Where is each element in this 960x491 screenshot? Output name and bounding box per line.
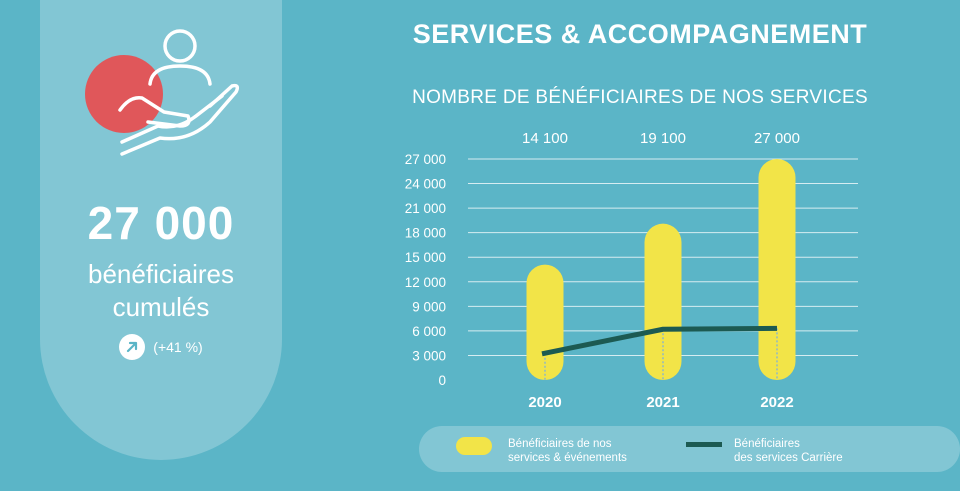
kpi-panel [40, 0, 282, 460]
legend-line-swatch [686, 442, 722, 447]
y-tick-label: 27 000 [405, 152, 446, 167]
kpi-value: 27 000 [87, 197, 235, 249]
section-title: SERVICES & ACCOMPAGNEMENT [412, 19, 868, 49]
y-tick-label: 6 000 [412, 324, 446, 339]
y-tick-label: 24 000 [405, 177, 446, 192]
x-tick-label: 2021 [646, 394, 679, 411]
legend-bar-label: Bénéficiaires de nos services & événemen… [508, 438, 627, 464]
bar [644, 223, 682, 380]
trend-up-arrow-icon [119, 334, 146, 360]
growth-text: (+41 %) [153, 339, 203, 355]
bar-value-label: 14 100 [522, 130, 568, 147]
legend-bar-swatch [456, 437, 492, 455]
legend-line-label: Bénéficiaires des services Carrière [734, 438, 843, 464]
x-tick-label: 2022 [760, 394, 793, 411]
y-tick-label: 18 000 [405, 226, 446, 241]
helping-hand-person-icon [85, 29, 240, 156]
y-tick-label: 21 000 [405, 201, 446, 216]
y-tick-label: 12 000 [405, 275, 446, 290]
bar-value-label: 27 000 [754, 130, 800, 147]
chart-title: NOMBRE DE BÉNÉFICIAIRES DE NOS SERVICES [412, 87, 868, 108]
legend [419, 426, 960, 472]
kpi-label: bénéficiaires cumulés [88, 259, 234, 322]
y-tick-label: 9 000 [412, 299, 446, 314]
y-tick-label: 15 000 [405, 250, 446, 265]
bar [758, 159, 796, 380]
y-tick-label: 0 [438, 373, 446, 388]
accent-circle [85, 55, 163, 133]
growth-row: (+41 %) [40, 334, 282, 360]
bar-value-label: 19 100 [640, 130, 686, 147]
carriere-line [541, 325, 778, 357]
x-tick-label: 2020 [528, 394, 561, 411]
y-tick-label: 3 000 [412, 348, 446, 363]
